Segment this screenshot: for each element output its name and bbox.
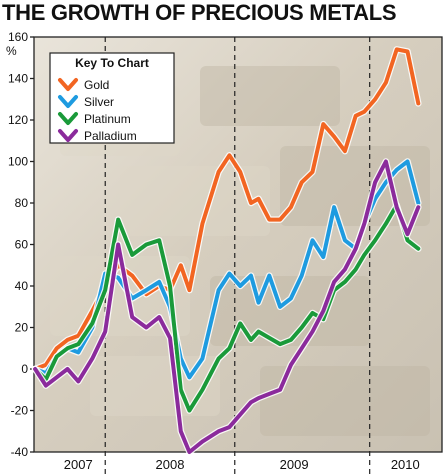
year-label: 2007: [64, 457, 93, 472]
legend-swatch: [58, 78, 78, 91]
legend-box: [49, 52, 175, 144]
y-tick-label: -40: [11, 445, 29, 459]
year-label: 2008: [156, 457, 185, 472]
y-tick-label: 160: [8, 30, 28, 44]
y-tick-label: 120: [8, 113, 28, 127]
chart-area: -40 -20 0 20 40 60 80 100 120 140 160% 2007 2008 2009…: [6, 30, 443, 474]
background-block: [200, 66, 340, 126]
background-block: [50, 256, 190, 336]
y-tick-label: 100: [8, 155, 28, 169]
y-tick-label: 140: [8, 72, 28, 86]
y-tick-label: 0: [21, 362, 28, 376]
year-label: 2009: [280, 457, 309, 472]
y-axis-unit: %: [6, 44, 17, 58]
legend-label: Gold: [84, 78, 109, 92]
legend-label: Palladium: [84, 129, 137, 143]
series-line-palladium: [33, 159, 421, 454]
background-block: [120, 166, 270, 236]
legend-swatch: [58, 112, 78, 125]
legend-swatch: [58, 129, 78, 142]
y-tick-label: 80: [15, 196, 29, 210]
background-block: [260, 366, 430, 436]
y-tick-label: 40: [15, 279, 29, 293]
legend-swatch: [58, 95, 78, 108]
year-label: 2010: [391, 457, 420, 472]
legend-label: Platinum: [84, 112, 131, 126]
chart-title: THE GROWTH OF PRECIOUS METALS: [2, 0, 397, 25]
y-tick-label: 20: [15, 321, 29, 335]
series-line-platinum: [33, 203, 421, 413]
y-tick-label: 60: [15, 238, 29, 252]
legend-label: Silver: [84, 95, 114, 109]
legend-title: Key To Chart: [75, 56, 149, 70]
y-tick-label: -20: [11, 404, 29, 418]
